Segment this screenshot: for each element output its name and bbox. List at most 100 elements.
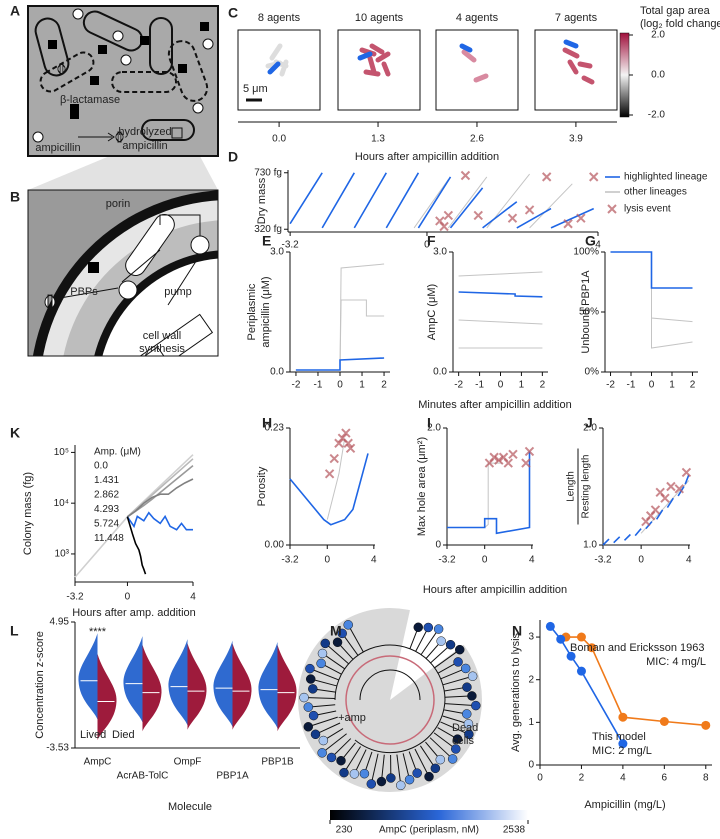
tree-node <box>318 735 329 746</box>
panel-label: N <box>512 623 522 639</box>
lysis-marker <box>439 221 449 232</box>
legend-swatch <box>607 204 617 214</box>
point <box>576 666 586 676</box>
tree-branch <box>370 753 379 785</box>
series-line <box>326 438 346 520</box>
diagram-b-shape <box>88 262 99 273</box>
x-tick-label: 2 <box>690 380 696 391</box>
tree-branch <box>309 668 339 681</box>
snapshot-title: 4 agents <box>456 12 499 24</box>
series-line <box>74 454 194 578</box>
diagram-a-shape-shape <box>98 45 107 54</box>
tree-node <box>303 702 314 712</box>
tree-node <box>376 776 387 787</box>
lysis-marker <box>650 505 661 515</box>
snapshots-shape-shape <box>267 61 281 75</box>
tree-node <box>299 692 309 703</box>
tree-node <box>451 744 461 754</box>
label: PBPs <box>70 286 98 298</box>
x-tick-label: OmpF <box>174 757 202 768</box>
legend-label: 1.431 <box>94 475 119 486</box>
lysis-marker <box>589 172 599 182</box>
x-axis-label: Hours after ampicillin addition <box>423 584 567 596</box>
panel-label: E <box>262 233 271 249</box>
y-tick-label: 2.0 <box>427 423 441 434</box>
colorbar-tick-label: 0.0 <box>651 70 665 81</box>
diagram-a-shape <box>32 8 214 143</box>
x-tick-label: 2 <box>579 773 585 784</box>
tree-branch <box>304 697 336 699</box>
tree-node <box>336 755 346 766</box>
lineage-tree-shape <box>345 655 435 745</box>
x-tick-label: 0.0 <box>272 134 286 145</box>
tree-node <box>464 729 474 740</box>
tree-node <box>423 622 434 633</box>
x-tick-label: -3.2 <box>438 555 456 566</box>
lysis-marker <box>576 213 586 223</box>
x-tick-label: -3.2 <box>594 555 612 566</box>
y-tick-label: 10³ <box>55 549 70 560</box>
colorbar-tick-label: 2538 <box>503 825 526 836</box>
series-line <box>447 451 531 535</box>
lysis-marker <box>343 438 353 448</box>
tree-node <box>396 780 406 791</box>
x-tick-label: 4 <box>190 592 196 603</box>
y-axis-label: Periplasmic <box>246 283 258 340</box>
diagram-a-shape-shape <box>178 64 187 73</box>
snapshot-title: 8 agents <box>258 12 301 24</box>
tree-node <box>359 768 370 779</box>
panel-label: D <box>228 149 238 165</box>
tree-node <box>339 767 349 778</box>
tree-node <box>320 638 331 649</box>
y-axis-label: Length <box>566 471 577 502</box>
label: pump <box>164 286 192 298</box>
y-tick-label: 0 <box>435 540 441 551</box>
colorbar-title: (log₂ fold change) <box>640 18 720 30</box>
tree-node <box>467 691 477 701</box>
annotation: cells <box>452 735 475 747</box>
point <box>618 739 628 749</box>
tree-branch <box>414 748 430 777</box>
tree-node <box>445 639 456 650</box>
lysis-marker <box>666 481 676 492</box>
tree-node <box>310 729 321 740</box>
point <box>576 632 586 642</box>
panel-label: G <box>585 233 596 249</box>
tree-branch <box>420 628 440 655</box>
tree-node <box>303 722 314 732</box>
tree-node <box>461 709 472 719</box>
tree-node <box>452 734 463 744</box>
x-tick-label: -3.2 <box>282 240 300 251</box>
diagram-a-shape-shape <box>192 102 204 114</box>
x-tick-label: -1 <box>314 380 323 391</box>
x-tick-label: 0 <box>324 555 330 566</box>
legend-label: Died <box>112 729 135 741</box>
tree-node <box>404 774 415 785</box>
lysis-marker <box>521 458 531 468</box>
lysis-marker <box>329 453 339 464</box>
diagram-a-shape-shape <box>32 131 44 143</box>
x-tick-label: 0 <box>638 555 644 566</box>
panel-label: I <box>427 415 431 431</box>
lysis-marker <box>324 469 335 479</box>
point <box>618 712 628 722</box>
panel-label: J <box>585 415 593 431</box>
lysis-marker <box>660 493 670 503</box>
violin-half <box>213 640 233 727</box>
x-tick-label: 1 <box>519 380 525 391</box>
lysis-marker <box>443 210 454 221</box>
tree-node <box>447 754 458 764</box>
annotation: MIC: 4 mg/L <box>646 656 706 668</box>
x-axis-label: Ampicillin (mg/L) <box>584 799 665 811</box>
legend-label: 0.0 <box>94 461 108 472</box>
y-tick-label: 0.0 <box>433 367 447 378</box>
y-axis-label: Colony mass (fg) <box>22 472 34 555</box>
violin-half <box>142 645 162 732</box>
tree-node <box>454 644 465 655</box>
tree-branch <box>324 643 349 665</box>
panel-label: F <box>427 233 436 249</box>
scale-bar-label: 5 μm <box>243 83 268 95</box>
x-tick-label: -2 <box>454 380 463 391</box>
